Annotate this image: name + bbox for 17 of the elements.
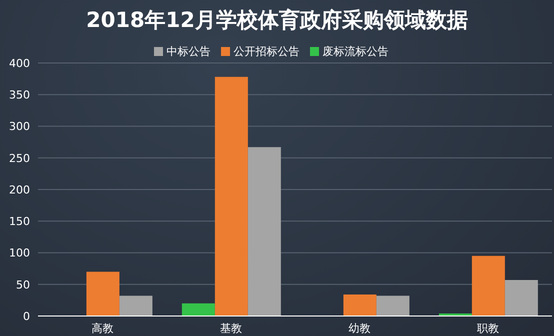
y-tick-label: 100 bbox=[9, 246, 30, 260]
y-tick-label: 50 bbox=[16, 278, 30, 292]
y-tick-label: 300 bbox=[9, 120, 30, 134]
chart-title: 2018年12月学校体育政府采购领域数据 bbox=[85, 7, 469, 34]
legend-label: 中标公告 bbox=[166, 45, 210, 58]
y-tick-label: 0 bbox=[23, 310, 30, 323]
y-tick-label: 200 bbox=[9, 183, 30, 196]
x-tick-label: 职教 bbox=[476, 322, 499, 335]
y-tick-label: 150 bbox=[9, 215, 30, 228]
legend-label: 废标流标公告 bbox=[322, 45, 388, 58]
y-tick-label: 400 bbox=[9, 56, 30, 70]
x-tick-label: 高教 bbox=[91, 322, 114, 335]
x-tick-label: 基教 bbox=[220, 322, 242, 335]
y-tick-label: 250 bbox=[9, 152, 30, 165]
x-tick-label: 幼教 bbox=[348, 322, 370, 335]
legend-label: 公开招标公告 bbox=[234, 45, 300, 58]
y-tick-label: 350 bbox=[9, 88, 30, 102]
